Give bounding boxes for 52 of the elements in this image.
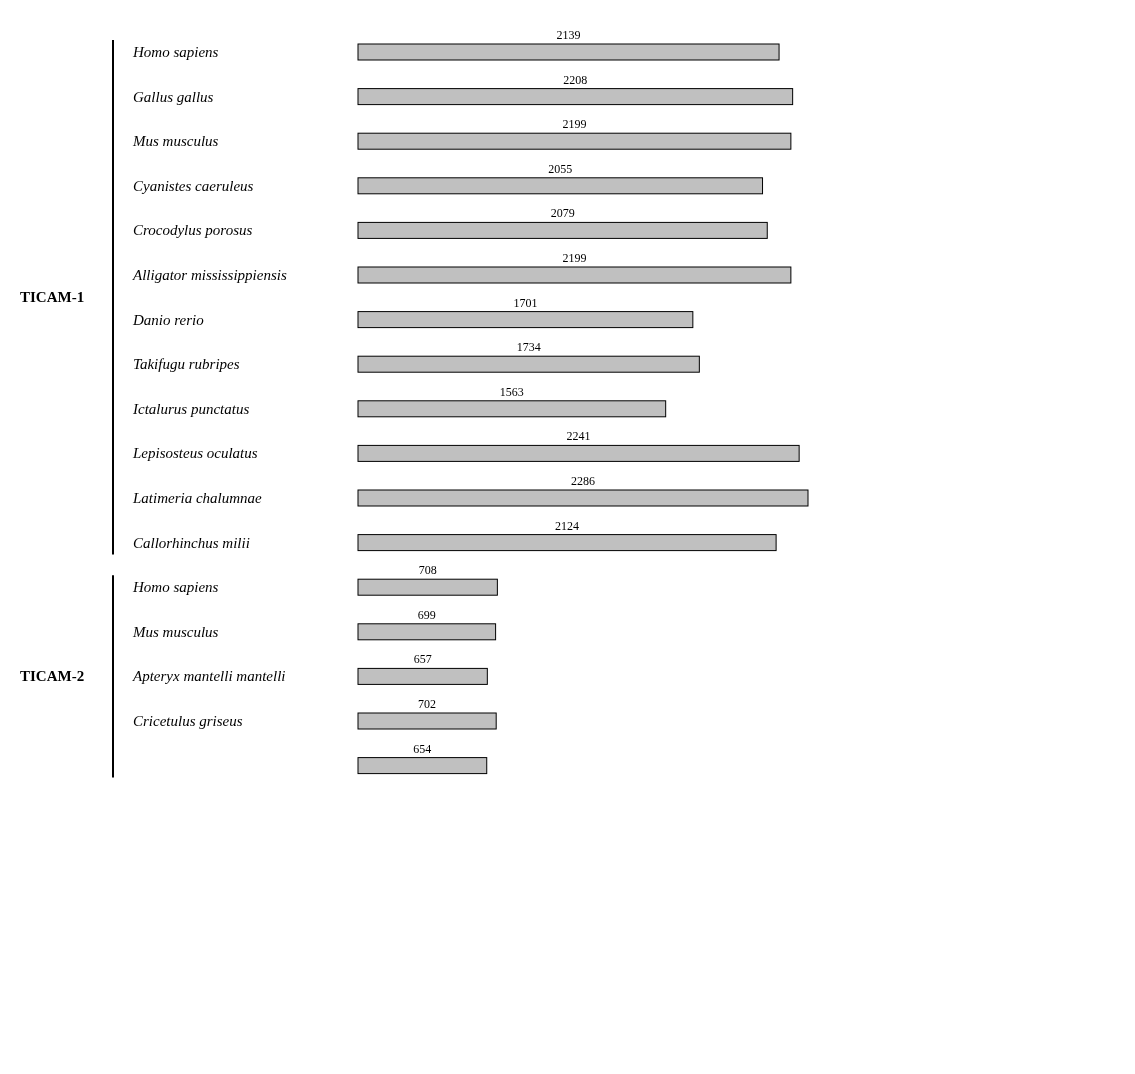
data-label: 2079 <box>550 206 575 221</box>
bar <box>357 489 809 507</box>
bar <box>357 623 497 641</box>
bar <box>357 667 488 685</box>
bar <box>357 712 497 730</box>
y-tick-label: Homo sapiens <box>132 44 219 60</box>
y-tick-label: Gallus gallus <box>133 88 214 105</box>
bar <box>357 355 700 373</box>
y-tick-label: Cricetulus griseus <box>133 713 243 729</box>
y-tick-label: Alligator mississippiensis <box>132 267 287 283</box>
y-tick-label: Ictalurus punctatus <box>132 400 250 417</box>
y-tick-label: Mus musculus <box>132 623 219 640</box>
y-tick-label: Callorhinchus milii <box>133 534 250 551</box>
data-label: 1701 <box>513 295 538 310</box>
data-label: 699 <box>417 607 436 622</box>
bar <box>357 757 488 775</box>
y-tick-label: Mus musculus <box>132 133 219 150</box>
bar <box>357 534 777 552</box>
data-label: 702 <box>418 697 437 711</box>
data-label: 2286 <box>571 474 595 488</box>
data-label: 2199 <box>562 117 587 132</box>
data-label: 2241 <box>566 429 591 444</box>
data-label: 657 <box>413 652 432 667</box>
y-tick-label: Lepisosteus oculatus <box>132 445 258 462</box>
data-label: 654 <box>413 741 432 756</box>
y-tick-label: Crocodylus porosus <box>133 222 253 239</box>
y-tick-label: Latimeria chalumnae <box>132 490 263 506</box>
bar <box>357 221 768 239</box>
data-label: 2055 <box>548 161 573 176</box>
y-tick-label: Danio rerio <box>132 311 205 328</box>
bar <box>357 43 780 61</box>
data-label: 1563 <box>499 384 524 399</box>
data-label: 1734 <box>516 340 541 355</box>
bar <box>357 88 794 106</box>
bar <box>357 266 792 284</box>
bar <box>357 578 498 596</box>
text: TICAM-1 <box>20 289 85 306</box>
data-label: 708 <box>418 563 437 578</box>
data-label: 2139 <box>556 28 581 42</box>
bar <box>357 444 800 462</box>
data-label: 2208 <box>563 72 588 87</box>
bar <box>357 132 792 150</box>
data-label: 2124 <box>555 518 580 533</box>
data-label: 2199 <box>562 251 587 265</box>
bar <box>357 177 764 195</box>
y-tick-label: Takifugu rubripes <box>133 356 240 373</box>
y-tick-label: Homo sapiens <box>132 579 219 596</box>
text: TICAM-2 <box>20 668 85 685</box>
bar <box>357 400 667 418</box>
bar <box>357 311 694 329</box>
y-tick-label: Cyanistes caeruleus <box>133 177 254 194</box>
y-tick-label: Apteryx mantelli mantelli <box>132 668 286 685</box>
